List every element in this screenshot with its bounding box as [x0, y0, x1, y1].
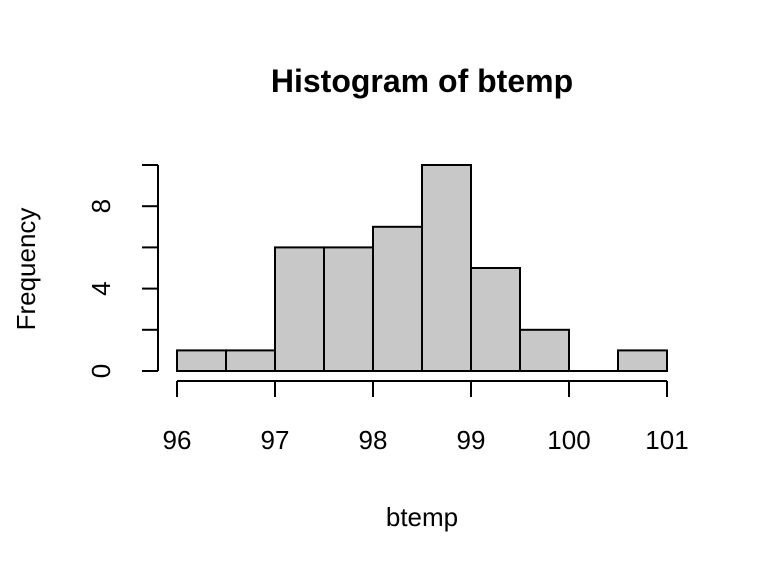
histogram-bar [372, 225, 423, 372]
y-tick-label: 8 [86, 199, 116, 213]
histogram-bar [225, 349, 276, 372]
x-tick-label: 97 [261, 425, 290, 455]
y-axis: 0 4 8 [86, 164, 159, 378]
x-tick-label: 96 [163, 425, 192, 455]
y-tick-label: 0 [86, 364, 116, 378]
histogram-bar [176, 349, 227, 372]
x-tick-label: 101 [645, 425, 688, 455]
x-axis: 96 97 98 99 100 101 [163, 380, 689, 455]
bars-group [176, 164, 668, 372]
histogram-bar [421, 164, 472, 372]
x-tick-label: 99 [457, 425, 486, 455]
chart-title: Histogram of btemp [271, 63, 573, 99]
y-tick-label: 4 [86, 281, 116, 295]
x-tick-label: 100 [547, 425, 590, 455]
histogram-bar [274, 246, 325, 372]
x-axis-label: btemp [386, 502, 458, 532]
histogram-bar [519, 328, 570, 372]
histogram-bar [323, 246, 374, 372]
x-tick-label: 98 [359, 425, 388, 455]
y-axis-label: Frequency [11, 208, 41, 331]
histogram-bar [470, 267, 521, 372]
histogram-bar [617, 349, 668, 372]
